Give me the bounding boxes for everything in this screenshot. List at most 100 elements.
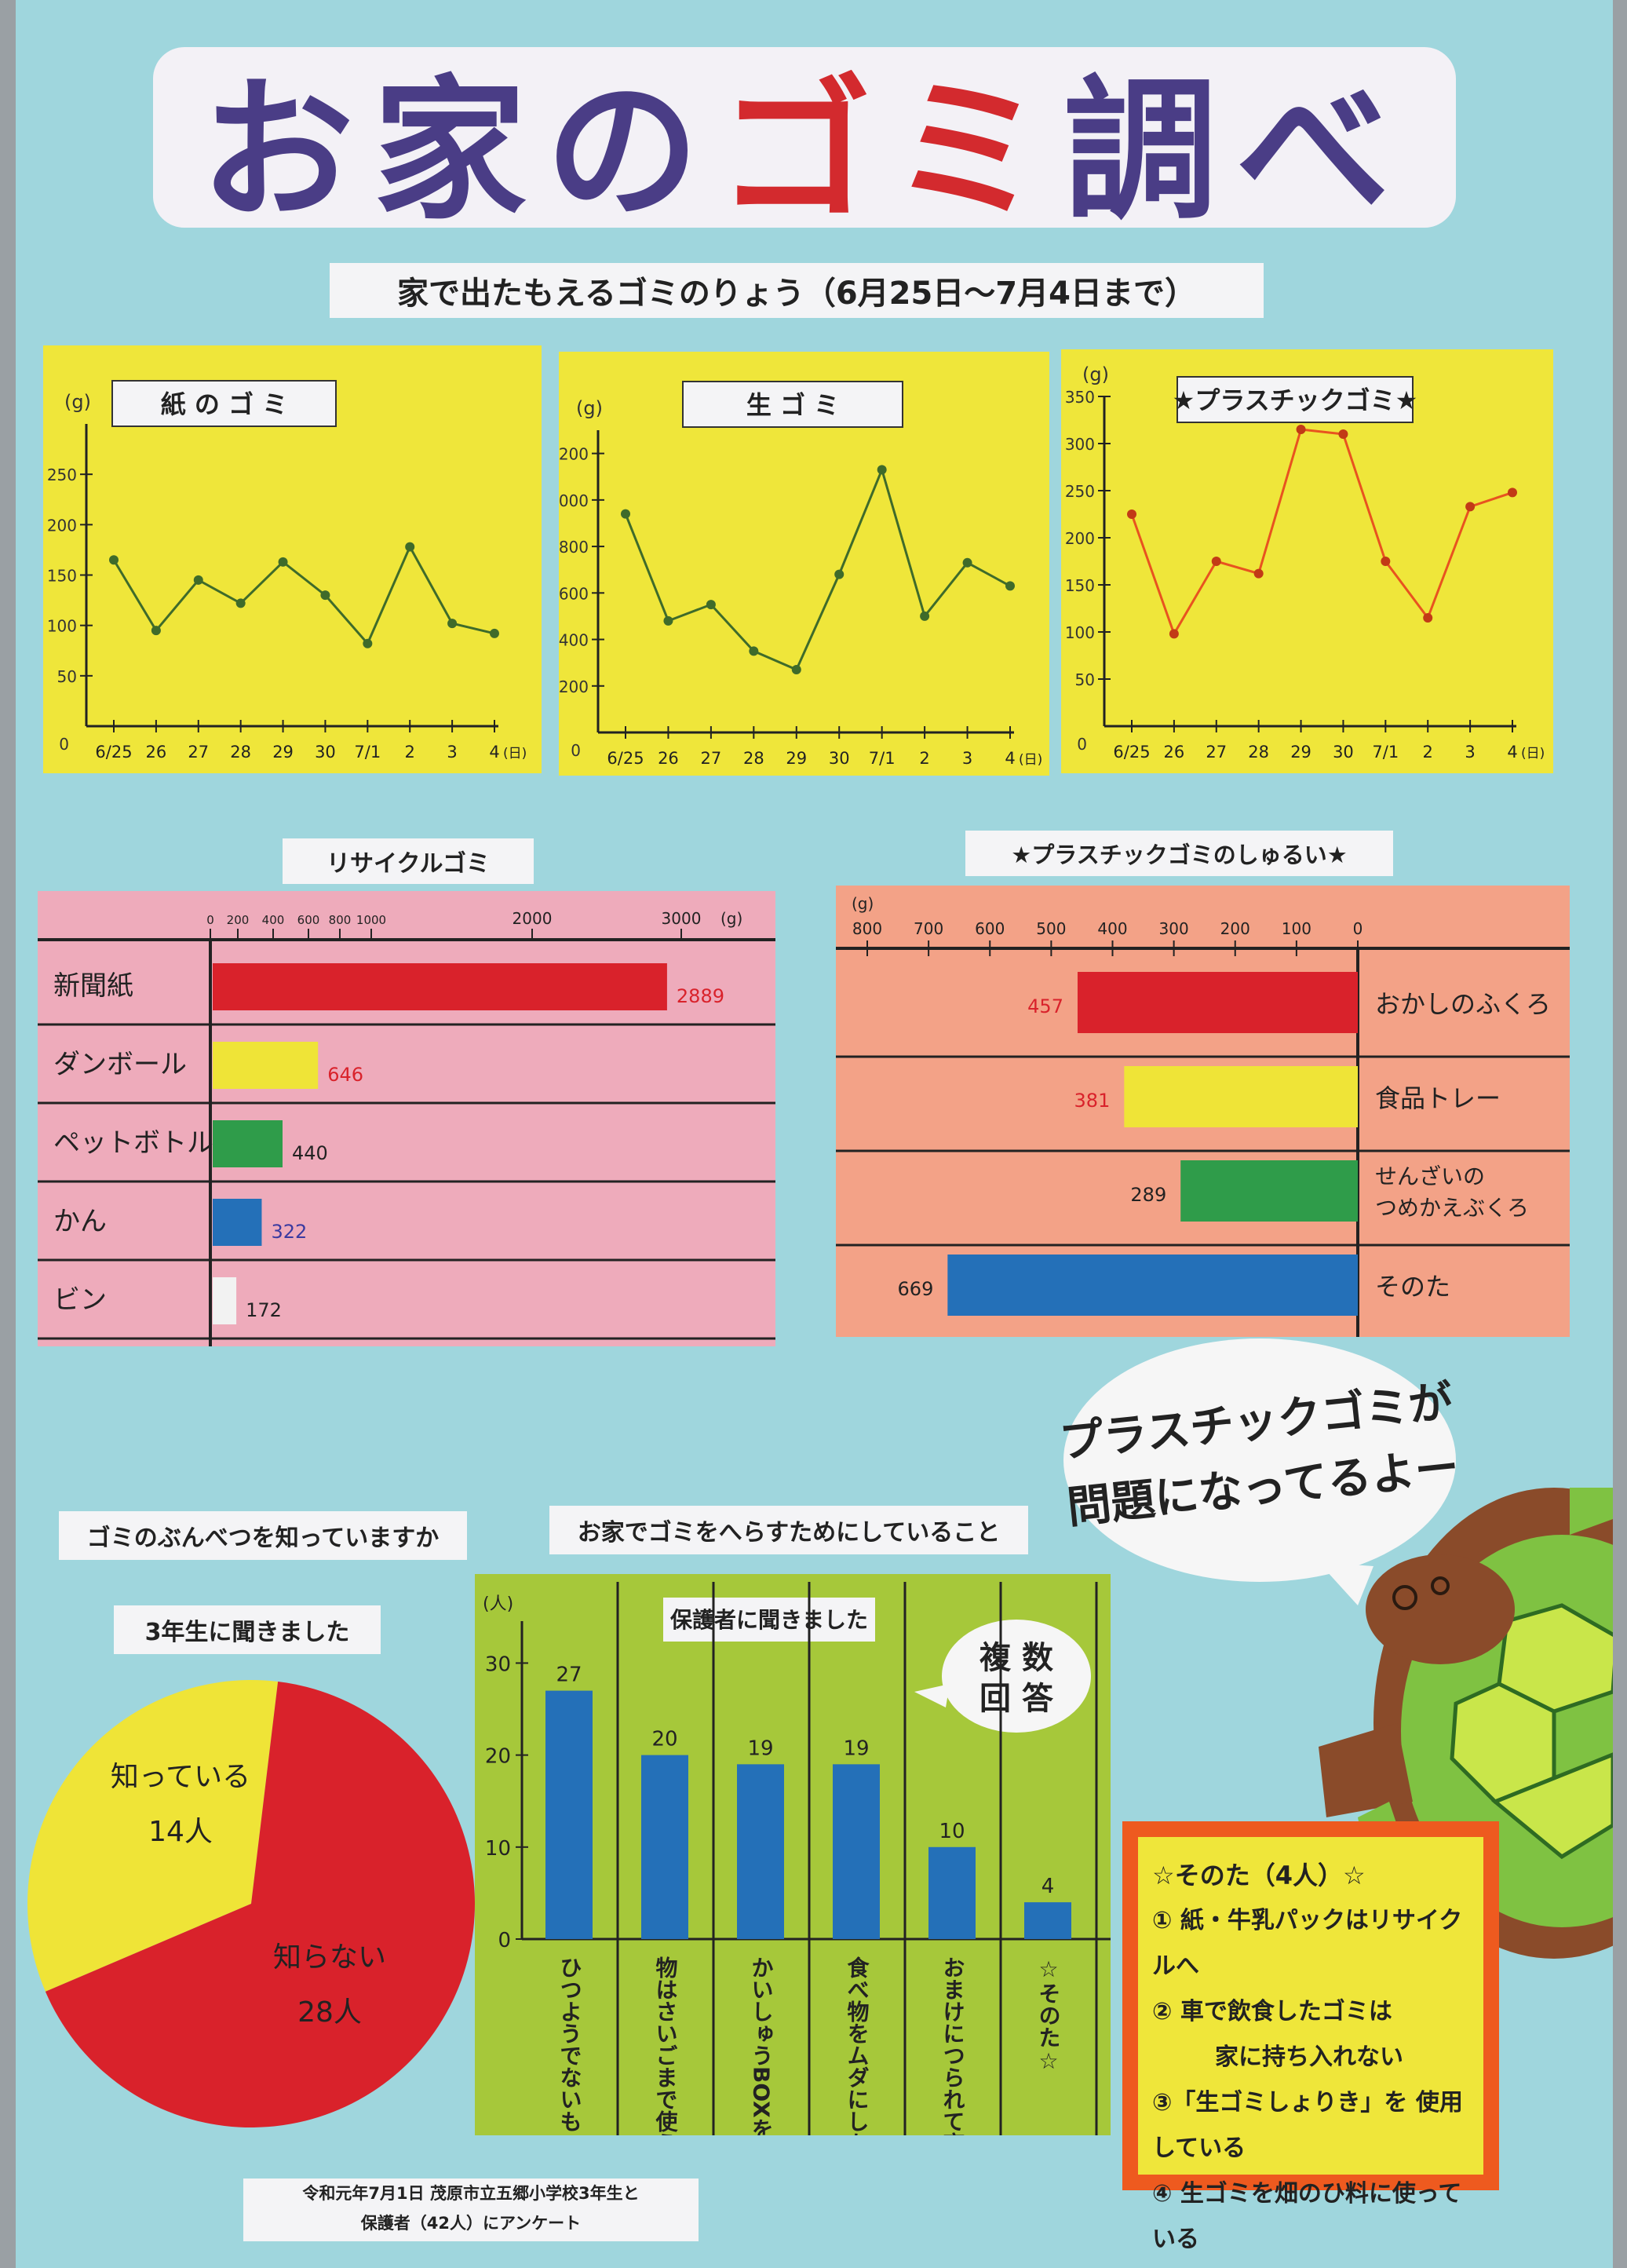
data-point	[320, 590, 330, 601]
category-label: ☆そのた☆	[1036, 1956, 1062, 2074]
line-chart-plastic-svg: ★プラスチックゴミ★ (g) 50 100 150 200 250 300 350 0 6/25 26…	[1061, 349, 1553, 773]
category-label: 物はさいごまで使う	[653, 1956, 679, 2135]
category-label: せんざいのつめかえぶくろ	[1375, 1163, 1529, 1221]
x-tick-label: 27	[701, 749, 722, 768]
recycle-bar-chart-svg: 0 200 400 600 800 1000 2000 3000 (g) 新聞紙 2889 ダンボール…	[38, 891, 775, 1346]
poster: お家の ゴミ 調べ 家で出たもえるゴミのりょう（6月25日〜7月4日まで） 紙 の …	[16, 0, 1613, 2268]
reduce-bar-chart: (人) 0 10 20 30 保護者に聞きました複 数回 答 27 ひつようでないものは買わな…	[475, 1574, 1111, 2135]
bar	[213, 1042, 319, 1089]
data-point	[278, 557, 288, 567]
bar-value-label: 669	[898, 1278, 934, 1300]
x-tick-label: 2000	[513, 909, 553, 928]
x-tick-label: 26	[146, 743, 167, 761]
x-tick-label: 26	[658, 749, 679, 768]
line-chart-paper: 紙 の ゴ ミ (g) 50 100 150 200 250 0 6/25 26 27 28 29 30 7…	[43, 345, 542, 773]
data-point	[834, 569, 845, 579]
slice-count: 28人	[297, 1996, 362, 2029]
bar-value-label: 19	[747, 1737, 773, 1760]
y-tick-label: 1000	[559, 491, 589, 510]
x-tick-label: 800	[852, 919, 882, 938]
y-tick-label: 20	[485, 1745, 511, 1769]
footer-note: 令和元年7月1日 茂原市立五郷小学校3年生と 保護者（42人）にアンケート	[243, 2179, 699, 2241]
y-tick-label: 150	[1065, 576, 1095, 595]
x-tick-label: 30	[829, 749, 850, 768]
chart-title-box	[111, 380, 337, 427]
bar	[213, 1120, 283, 1167]
line-chart-plastic: ★プラスチックゴミ★ (g) 50 100 150 200 250 300 350 0 6/25 26…	[1061, 349, 1553, 773]
line-chart-food: 生 ゴ ミ (g) 200 400 600 800 1000 1200 0 6/25 26 27 28 2…	[559, 352, 1049, 776]
chart-title-box	[682, 381, 903, 428]
data-point	[962, 557, 972, 568]
bar-value-label: 172	[246, 1299, 282, 1321]
plastic-kind-bar-chart: 800 700 600 500 400 300 200 100 0 (g) 457 おかしのふくろ 38…	[836, 886, 1570, 1337]
pie-slice	[27, 1680, 279, 1992]
data-point	[447, 619, 458, 629]
pie-slice	[45, 1682, 475, 2127]
y-tick-label: 150	[47, 567, 77, 586]
title-part-1: お家の	[199, 61, 718, 241]
data-point	[405, 542, 415, 552]
bar-value-label: 20	[651, 1728, 677, 1751]
other-note-item-1: ① 紙・牛乳パックはリサイクルへ	[1152, 1907, 1463, 1980]
bar-value-label: 27	[556, 1664, 582, 1687]
x-tick-label: 4	[1005, 749, 1015, 768]
x-tick-label: 200	[1220, 919, 1250, 938]
x-tick-label: 6/25	[607, 749, 644, 768]
y-tick-label: 1200	[559, 445, 589, 464]
bar-value-label: 4	[1041, 1875, 1055, 1898]
x-tick-label: 1000	[356, 913, 386, 927]
other-note: ☆そのた（4人）☆ ① 紙・牛乳パックはリサイクルへ ② 車で飲食したゴミは 家…	[1122, 1821, 1499, 2253]
x-unit-label: (日)	[1521, 746, 1545, 761]
x-tick-label: 2	[1423, 743, 1433, 761]
x-tick-label: 2	[405, 743, 415, 761]
data-point	[1465, 502, 1476, 512]
panel-background	[38, 891, 775, 1346]
y-tick-label: 10	[485, 1837, 511, 1861]
chart-title: 紙 の ゴ ミ	[161, 389, 287, 419]
x-tick-label: 0	[206, 913, 214, 927]
x-tick-label: 27	[1206, 743, 1227, 761]
multi-answer-line-2: 回 答	[979, 1681, 1054, 1717]
data-point	[151, 626, 161, 636]
category-label: かん	[53, 1206, 107, 1237]
reduce-subtitle: 保護者に聞きました	[670, 1607, 868, 1633]
y-tick-label: 800	[559, 538, 589, 557]
x-tick-label: 7/1	[354, 743, 381, 761]
y-tick-label: 0	[571, 741, 581, 760]
data-point	[749, 646, 759, 656]
data-point	[1296, 425, 1306, 434]
bar	[1024, 1902, 1071, 1939]
x-tick-label: 3	[1465, 743, 1475, 761]
other-note-inner: ☆そのた（4人）☆ ① 紙・牛乳パックはリサイクルへ ② 車で飲食したゴミは 家…	[1138, 1837, 1483, 2253]
x-unit-label: (g)	[720, 909, 742, 928]
y-unit-label: (g)	[1082, 363, 1109, 385]
x-tick-label: 29	[1290, 743, 1311, 761]
bar	[213, 1277, 237, 1324]
bar-value-label: 457	[1027, 995, 1063, 1017]
x-tick-label: 29	[786, 749, 807, 768]
y-tick-label: 200	[559, 677, 589, 696]
bar	[641, 1755, 688, 1939]
bar-value-label: 440	[292, 1142, 328, 1164]
data-point	[235, 598, 246, 608]
x-tick-label: 100	[1282, 919, 1311, 938]
y-tick-label: 600	[559, 584, 589, 603]
category-label: 食べ物をムダにしない	[845, 1956, 870, 2135]
category-label: ペットボトル	[53, 1127, 213, 1159]
page-title: お家の ゴミ 調べ	[153, 47, 1456, 241]
y-tick-label: 300	[1065, 435, 1095, 454]
data-point	[363, 638, 373, 648]
x-tick-label: 6/25	[95, 743, 132, 761]
bar	[1124, 1066, 1358, 1127]
data-point	[1423, 613, 1433, 623]
line-chart-food-svg: 生 ゴ ミ (g) 200 400 600 800 1000 1200 0 6/25 26 27 28 2…	[559, 352, 1049, 776]
slice-label: 知らない	[273, 1941, 386, 1974]
bar	[737, 1764, 784, 1939]
y-tick-label: 0	[59, 735, 69, 754]
category-label: おかしのふくろ	[1375, 989, 1551, 1019]
x-tick-label: 28	[743, 749, 764, 768]
chart-title: 生 ゴ ミ	[746, 390, 839, 420]
bar	[1077, 972, 1358, 1033]
